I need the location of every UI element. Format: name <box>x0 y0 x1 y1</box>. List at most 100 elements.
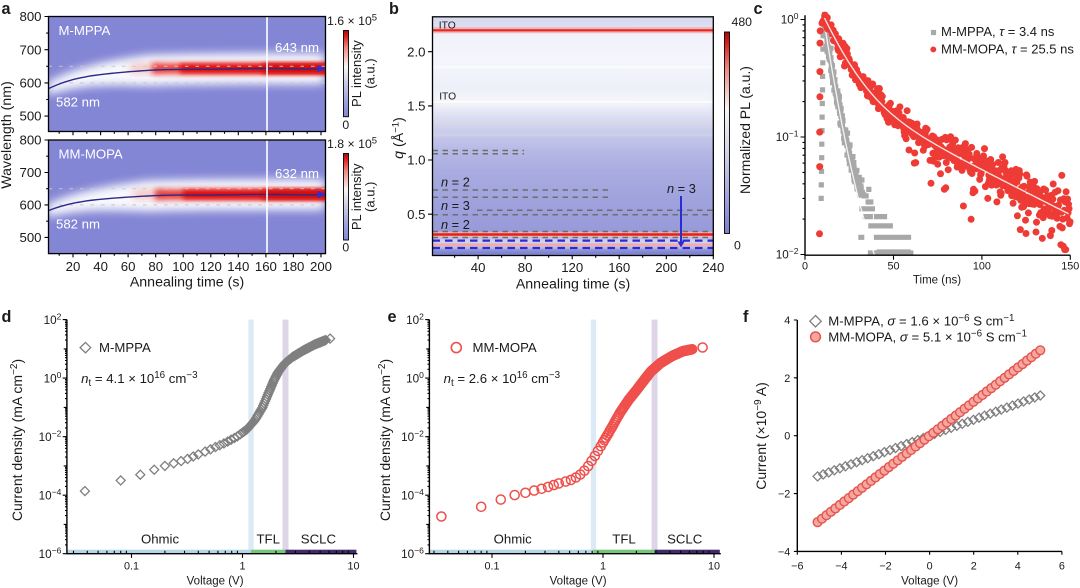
svg-text:80: 80 <box>518 260 533 275</box>
svg-text:10: 10 <box>347 560 359 572</box>
svg-text:n = 2: n = 2 <box>441 217 470 232</box>
svg-text:1.8 × 105: 1.8 × 105 <box>327 136 377 152</box>
svg-text:MM-MOPA: MM-MOPA <box>59 147 123 162</box>
svg-text:b: b <box>389 0 399 18</box>
svg-text:4: 4 <box>1015 560 1021 572</box>
svg-text:1.5: 1.5 <box>407 99 425 114</box>
svg-text:MM-MOPA, τ = 25.5 ns: MM-MOPA, τ = 25.5 ns <box>941 41 1074 56</box>
svg-text:f: f <box>743 308 749 326</box>
svg-text:40: 40 <box>471 260 486 275</box>
svg-text:6: 6 <box>1059 560 1065 572</box>
svg-text:(a.u.): (a.u.) <box>363 182 378 212</box>
svg-text:120: 120 <box>200 259 222 274</box>
svg-text:Current density (mA cm−2): Current density (mA cm−2) <box>377 359 393 521</box>
svg-text:2: 2 <box>971 560 977 572</box>
svg-text:80: 80 <box>148 259 163 274</box>
svg-text:0: 0 <box>342 241 349 255</box>
svg-text:SCLC: SCLC <box>667 532 703 547</box>
svg-text:1: 1 <box>239 560 245 572</box>
svg-text:1.0: 1.0 <box>407 153 425 168</box>
svg-text:4: 4 <box>784 315 790 327</box>
svg-text:200: 200 <box>655 260 677 275</box>
svg-text:0.5: 0.5 <box>407 207 425 222</box>
svg-text:180: 180 <box>282 259 304 274</box>
svg-text:0.1: 0.1 <box>484 560 499 572</box>
svg-text:800: 800 <box>19 9 41 24</box>
svg-text:Time (ns): Time (ns) <box>913 275 961 287</box>
svg-text:1: 1 <box>600 560 606 572</box>
svg-text:Annealing time (s): Annealing time (s) <box>130 275 244 291</box>
svg-text:MM-MOPA, σ = 5.1 × 10−6 S cm−1: MM-MOPA, σ = 5.1 × 10−6 S cm−1 <box>828 329 1027 345</box>
svg-text:0.1: 0.1 <box>124 560 139 572</box>
svg-text:2.0: 2.0 <box>407 44 425 59</box>
svg-text:480: 480 <box>732 15 753 29</box>
svg-text:Ohmic: Ohmic <box>141 532 180 547</box>
svg-text:Annealing time (s): Annealing time (s) <box>516 277 630 293</box>
svg-text:−4: −4 <box>835 560 847 572</box>
svg-text:100: 100 <box>172 259 194 274</box>
svg-text:0: 0 <box>802 261 808 273</box>
svg-text:M-MPPA: M-MPPA <box>99 340 151 355</box>
svg-text:0: 0 <box>734 239 741 253</box>
svg-text:Voltage (V): Voltage (V) <box>901 575 958 587</box>
svg-text:Current density (mA cm−2): Current density (mA cm−2) <box>9 359 25 521</box>
svg-text:Ohmic: Ohmic <box>494 532 533 547</box>
svg-text:160: 160 <box>255 259 277 274</box>
svg-text:100: 100 <box>973 261 991 273</box>
svg-text:0: 0 <box>342 118 349 132</box>
svg-text:(a.u.): (a.u.) <box>363 58 378 88</box>
svg-text:600: 600 <box>19 76 41 91</box>
svg-text:c: c <box>754 0 763 18</box>
svg-text:ITO: ITO <box>439 91 456 102</box>
svg-text:−4: −4 <box>778 546 790 558</box>
svg-text:PL intensity: PL intensity <box>349 40 364 107</box>
svg-text:50: 50 <box>887 261 899 273</box>
svg-text:Normalized PL (a.u.): Normalized PL (a.u.) <box>737 66 753 194</box>
svg-text:700: 700 <box>19 42 41 57</box>
svg-text:Wavelength (nm): Wavelength (nm) <box>0 81 15 189</box>
svg-text:n = 3: n = 3 <box>441 198 470 213</box>
svg-text:PL intensity: PL intensity <box>349 163 364 230</box>
svg-text:SCLC: SCLC <box>301 532 337 547</box>
svg-text:Voltage (V): Voltage (V) <box>187 575 244 587</box>
svg-text:60: 60 <box>121 259 136 274</box>
svg-text:500: 500 <box>19 230 41 245</box>
svg-text:582 nm: 582 nm <box>56 95 100 110</box>
svg-text:e: e <box>388 308 397 326</box>
svg-text:nt = 2.6 × 1016 cm−3: nt = 2.6 × 1016 cm−3 <box>444 370 561 389</box>
svg-text:Voltage (V): Voltage (V) <box>550 575 607 587</box>
svg-text:ITO: ITO <box>439 20 456 31</box>
svg-text:500: 500 <box>19 109 41 124</box>
svg-text:10: 10 <box>708 560 720 572</box>
svg-text:240: 240 <box>702 260 724 275</box>
svg-text:200: 200 <box>310 259 332 274</box>
svg-text:−2: −2 <box>879 560 891 572</box>
svg-text:M-MPPA, σ = 1.6 × 10−6 S cm−1: M-MPPA, σ = 1.6 × 10−6 S cm−1 <box>828 313 1014 329</box>
svg-text:0: 0 <box>784 431 790 443</box>
svg-text:700: 700 <box>19 165 41 180</box>
svg-text:643 nm: 643 nm <box>275 40 319 55</box>
svg-text:TFL: TFL <box>256 532 279 547</box>
svg-text:20: 20 <box>66 259 81 274</box>
svg-text:800: 800 <box>19 133 41 148</box>
svg-text:582 nm: 582 nm <box>56 217 100 232</box>
svg-text:0: 0 <box>927 560 933 572</box>
svg-text:M-MPPA, τ = 3.4 ns: M-MPPA, τ = 3.4 ns <box>941 24 1055 39</box>
svg-text:a: a <box>2 0 12 18</box>
svg-text:150: 150 <box>1061 261 1079 273</box>
svg-text:TFL: TFL <box>612 532 635 547</box>
svg-text:nt = 4.1 × 1016 cm−3: nt = 4.1 × 1016 cm−3 <box>81 370 198 389</box>
svg-text:1.6 × 105: 1.6 × 105 <box>327 13 377 29</box>
svg-text:n = 3: n = 3 <box>667 181 696 196</box>
svg-text:140: 140 <box>227 259 249 274</box>
svg-text:120: 120 <box>561 260 583 275</box>
svg-text:632 nm: 632 nm <box>275 166 319 181</box>
svg-text:Current (×10−9 A): Current (×10−9 A) <box>753 382 769 490</box>
svg-text:600: 600 <box>19 198 41 213</box>
svg-text:M-MPPA: M-MPPA <box>59 23 111 38</box>
svg-text:d: d <box>2 308 12 326</box>
svg-text:−2: −2 <box>778 489 790 501</box>
svg-text:MM-MOPA: MM-MOPA <box>473 340 537 355</box>
svg-text:−6: −6 <box>791 560 803 572</box>
svg-text:40: 40 <box>93 259 108 274</box>
